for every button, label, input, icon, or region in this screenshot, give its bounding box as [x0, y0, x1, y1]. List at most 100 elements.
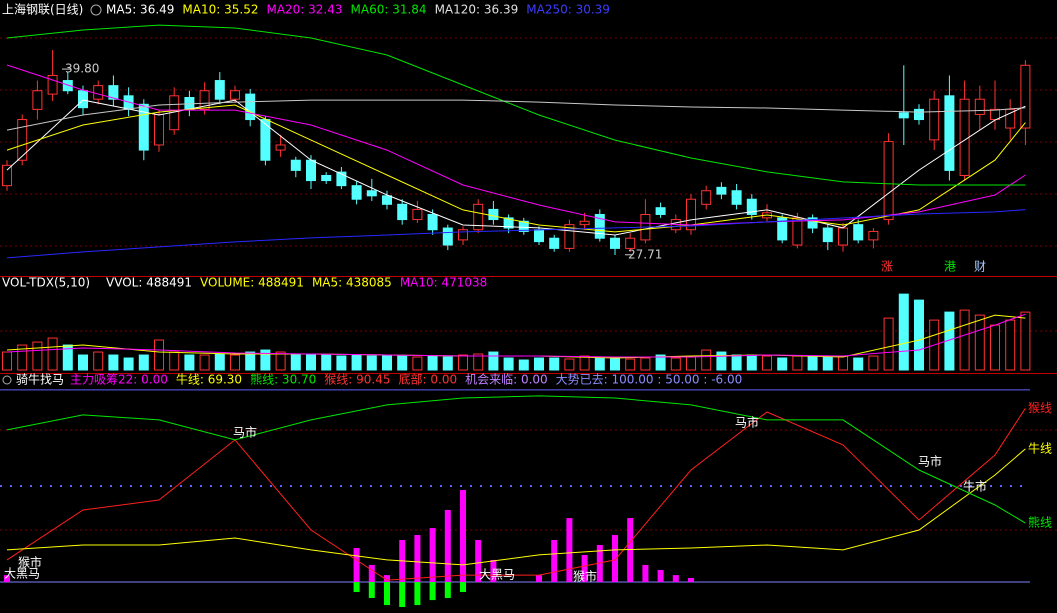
indicator-bar	[429, 582, 436, 601]
volume-bar	[686, 356, 696, 371]
signal-label: 大黑马	[479, 568, 515, 582]
indicator-bar	[672, 575, 679, 583]
signal-label: 马市	[918, 454, 942, 469]
candle-body	[366, 190, 377, 197]
candle-body	[731, 190, 742, 205]
volume-bar	[184, 354, 195, 371]
candle-body	[807, 217, 818, 229]
candle-body	[883, 141, 894, 221]
indicator-bar	[414, 534, 421, 583]
signal-label: 马市	[233, 425, 257, 440]
volume-bar	[838, 355, 848, 371]
candle-body	[199, 90, 210, 110]
ma-line	[6, 209, 1026, 259]
volume-bar	[32, 341, 43, 371]
candle-body	[154, 113, 164, 146]
header-item: VOLUME: 488491	[200, 276, 304, 290]
separators	[0, 276, 1057, 374]
header-item: MA5: 438085	[312, 276, 392, 290]
volume-bar	[138, 354, 149, 371]
volume-bar	[93, 351, 104, 371]
volume-bar	[868, 355, 879, 371]
volume-bar	[534, 357, 544, 371]
volume-bar	[2, 351, 12, 371]
signal-label: 马市	[735, 415, 759, 430]
volume-bar	[123, 357, 134, 371]
volume-bar	[564, 358, 575, 371]
indicator-line	[6, 408, 1026, 581]
settings-icon[interactable]	[90, 4, 102, 16]
volume-bar	[306, 353, 316, 371]
volume-bar	[169, 351, 180, 371]
volume-bar	[777, 357, 788, 371]
volume-bar	[990, 324, 1000, 371]
ma-line	[6, 24, 1026, 186]
candle-body	[822, 227, 833, 243]
volume-bar	[62, 344, 73, 371]
volume-bar	[260, 349, 271, 371]
indicator-bar	[353, 548, 360, 583]
candle-body	[412, 208, 423, 221]
indicator-bar	[384, 575, 390, 583]
candle-body	[245, 93, 256, 121]
candle-body	[47, 74, 58, 95]
candle-body	[518, 220, 529, 232]
volume-bar	[883, 317, 894, 371]
volume-bar	[351, 354, 362, 371]
volume-bar	[199, 354, 210, 371]
volume-bar	[1005, 319, 1016, 371]
volume-bar	[382, 354, 392, 371]
tag: 财	[974, 260, 986, 274]
volume-bar	[959, 309, 970, 371]
candle-body	[625, 237, 636, 249]
indicator-bar	[612, 534, 618, 583]
volume-title: VOL-TDX(5,10)	[2, 276, 90, 290]
volume-bar	[579, 355, 590, 371]
volume-bar	[974, 314, 985, 371]
volume-bar	[610, 357, 620, 371]
indicator-bar	[444, 509, 451, 583]
header-item: MA60: 31.84	[351, 3, 427, 17]
candle-body	[93, 85, 104, 100]
indicator-bar	[429, 528, 436, 583]
candle-body	[610, 237, 620, 249]
volume-bar	[792, 355, 803, 371]
indicator-bar	[444, 582, 451, 598]
price-annotation: 39.80	[65, 62, 99, 76]
indicator-title: 骑牛找马	[16, 372, 64, 387]
volume-bar	[154, 339, 164, 371]
candle-body	[914, 108, 924, 121]
volume-bar	[473, 353, 484, 371]
candle-body	[138, 103, 149, 151]
candle-body	[306, 159, 316, 182]
indicator-bar	[581, 554, 588, 583]
indicator-bar	[566, 518, 573, 583]
price-annotation: 27.71	[628, 247, 662, 261]
line-label: 牛线	[1028, 440, 1052, 455]
candle-body	[898, 112, 909, 119]
indicator-bar	[657, 569, 664, 583]
candle-body	[929, 98, 940, 141]
indicator-bar	[490, 559, 497, 583]
volume-bar	[914, 299, 924, 371]
candle-body	[792, 217, 803, 246]
volume-bar	[822, 356, 833, 371]
indicator-bar	[596, 544, 603, 583]
candle-body	[838, 227, 848, 246]
header-item: 机会来临: 0.00	[465, 373, 548, 387]
volume-bar	[549, 357, 560, 371]
candle-body	[686, 198, 696, 231]
settings-icon[interactable]	[2, 375, 12, 385]
header-item: MA20: 32.43	[266, 3, 342, 17]
volume-bar	[427, 355, 438, 371]
candle-body	[2, 164, 12, 187]
candle-body	[290, 159, 301, 171]
volume-bar	[670, 357, 681, 371]
volume-bar	[47, 337, 58, 371]
candle-body	[777, 217, 788, 241]
candle-body	[579, 220, 590, 226]
volume-bar	[290, 354, 301, 371]
